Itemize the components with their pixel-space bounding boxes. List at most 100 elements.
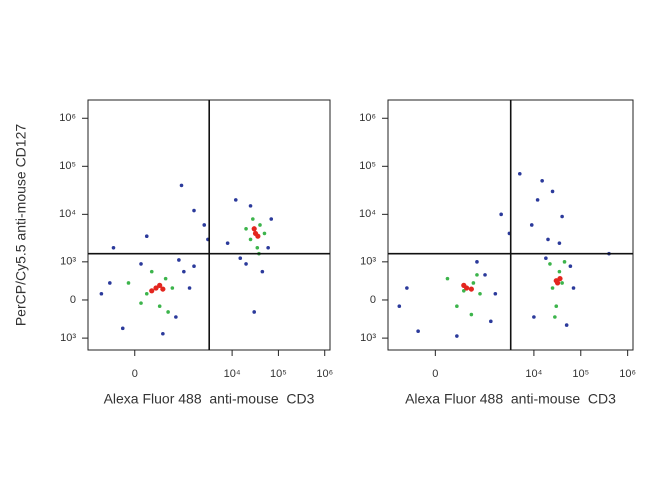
y-tick-label: 10⁴ — [359, 208, 376, 220]
event-dot — [455, 304, 459, 309]
event-dot — [238, 256, 243, 260]
y-tick-label: 10³ — [360, 256, 376, 268]
event-dot — [532, 315, 536, 319]
event-dot — [571, 286, 576, 290]
event-dot — [244, 226, 248, 231]
event-dot — [139, 262, 143, 266]
event-dot — [153, 285, 159, 291]
event-dot — [182, 269, 186, 274]
event-dot — [445, 276, 450, 281]
event-dot — [493, 291, 498, 296]
event-dot — [544, 256, 548, 260]
event-dot — [251, 217, 255, 221]
x-axis-label: Alexa Fluor 488 anti-mouse CD3 — [104, 391, 315, 407]
event-dot — [416, 329, 420, 333]
event-dot — [192, 264, 196, 269]
y-tick-label: 10³ — [60, 256, 76, 268]
event-dot — [260, 269, 265, 274]
event-dot — [568, 264, 573, 269]
event-dot — [258, 223, 262, 227]
event-dot — [468, 286, 474, 292]
event-dot — [475, 273, 479, 277]
event-dot — [252, 310, 257, 314]
event-dot — [149, 269, 154, 274]
event-dot — [405, 286, 409, 290]
event-dot — [255, 245, 260, 250]
event-dot — [177, 258, 181, 262]
y-tick-label: 10⁴ — [59, 208, 76, 220]
event-dot — [553, 278, 559, 284]
y-tick-label: 10⁵ — [359, 160, 376, 172]
event-dot — [560, 214, 564, 219]
y-tick-label: 10⁶ — [59, 112, 76, 124]
event-dot — [560, 281, 564, 285]
event-dot — [461, 288, 466, 293]
event-dot — [546, 237, 550, 242]
y-axis-label: PerCP/Cy5.5 anti-mouse CD127 — [13, 124, 29, 327]
y-tick-label: 0 — [370, 294, 376, 306]
event-dot — [157, 282, 163, 288]
x-tick-label: 0 — [132, 368, 138, 380]
event-dot — [266, 245, 270, 250]
x-tick-label: 10⁴ — [525, 368, 542, 380]
x-tick-label: 0 — [432, 368, 438, 380]
event-dot — [269, 217, 274, 221]
x-tick-label: 10⁶ — [619, 368, 636, 380]
event-dot — [471, 281, 476, 285]
event-dot — [483, 273, 487, 277]
x-tick-label: 10⁴ — [224, 368, 241, 380]
event-dot — [248, 204, 253, 208]
event-dot — [120, 326, 125, 331]
event-dot — [160, 286, 166, 292]
y-tick-label: 10⁶ — [359, 112, 376, 124]
event-dot — [475, 260, 479, 264]
event-dot — [562, 260, 567, 264]
x-tick-label: 10⁶ — [316, 368, 333, 380]
event-dot — [149, 288, 155, 294]
event-dot — [99, 291, 104, 296]
y-tick-label: 10³ — [360, 332, 376, 344]
event-dot — [170, 286, 175, 290]
x-axis-label: Alexa Fluor 488 anti-mouse CD3 — [405, 391, 616, 407]
event-dot — [248, 237, 253, 242]
event-dot — [255, 233, 261, 239]
event-dot — [111, 245, 116, 250]
event-dot — [174, 315, 178, 319]
event-dot — [499, 212, 503, 217]
event-dot — [251, 226, 257, 232]
event-dot — [461, 282, 467, 288]
event-dot — [126, 281, 131, 285]
event-dot — [225, 241, 230, 245]
event-dot — [244, 262, 248, 266]
event-dot — [548, 262, 552, 266]
y-tick-label: 0 — [70, 294, 76, 306]
event-dot — [478, 291, 482, 296]
event-dot — [553, 315, 557, 319]
event-dot — [108, 281, 112, 285]
event-dot — [540, 178, 544, 183]
event-dot — [469, 312, 474, 317]
event-dot — [144, 234, 149, 238]
event-dot — [233, 198, 238, 202]
event-dot — [397, 304, 402, 309]
event-dot — [557, 241, 562, 245]
event-dot — [187, 286, 192, 290]
event-dot — [262, 231, 267, 236]
event-dot — [163, 276, 168, 281]
event-dot — [166, 310, 170, 314]
event-dot — [179, 183, 184, 188]
event-dot — [157, 304, 162, 309]
event-dot — [202, 223, 207, 227]
event-dot — [535, 198, 540, 202]
event-dot — [564, 323, 569, 327]
event-dot — [139, 301, 143, 305]
y-tick-label: 10³ — [60, 332, 76, 344]
event-dot — [550, 286, 555, 290]
y-tick-label: 10⁵ — [59, 160, 76, 172]
event-dot — [489, 319, 493, 324]
event-dot — [144, 291, 149, 296]
event-dot — [557, 269, 562, 274]
event-dot — [550, 189, 555, 194]
event-dot — [554, 304, 559, 309]
